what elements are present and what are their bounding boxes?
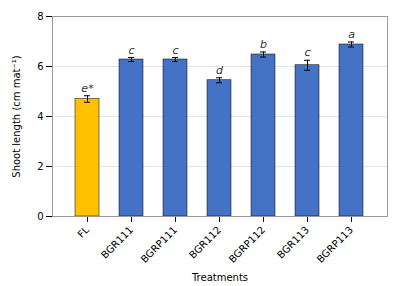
svg-text:FL: FL: [75, 224, 91, 240]
svg-text:a: a: [348, 28, 355, 41]
svg-text:BGRP111: BGRP111: [139, 224, 180, 265]
svg-text:c: c: [172, 44, 178, 57]
svg-text:b: b: [260, 38, 267, 51]
svg-text:c: c: [304, 46, 310, 59]
svg-text:BGR111: BGR111: [99, 224, 135, 260]
svg-text:2: 2: [37, 161, 43, 172]
svg-text:0: 0: [37, 211, 43, 222]
svg-text:BGR112: BGR112: [187, 224, 223, 260]
svg-text:c: c: [128, 44, 134, 57]
svg-text:4: 4: [37, 111, 43, 122]
svg-text:BGR113: BGR113: [275, 224, 311, 260]
svg-text:d: d: [216, 64, 224, 77]
svg-text:BGRP112: BGRP112: [227, 224, 268, 265]
svg-text:6: 6: [37, 61, 43, 72]
svg-text:BGRP113: BGRP113: [315, 224, 356, 265]
svg-text:e*: e*: [81, 82, 94, 95]
svg-text:Treatments: Treatments: [191, 272, 248, 283]
svg-text:8: 8: [37, 11, 43, 22]
svg-text:Shoot length (cm mat⁻¹): Shoot length (cm mat⁻¹): [11, 55, 22, 177]
